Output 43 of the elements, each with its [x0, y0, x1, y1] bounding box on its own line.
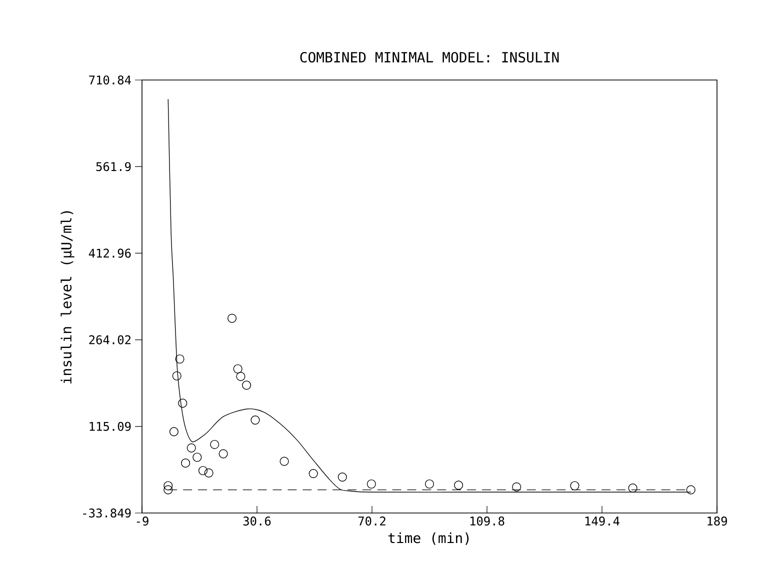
point	[236, 372, 246, 381]
point	[628, 484, 638, 493]
point	[338, 472, 347, 482]
point	[366, 479, 376, 489]
point	[233, 364, 242, 374]
point	[512, 482, 522, 492]
point	[164, 485, 173, 494]
y-axis-title: insulin level (μU/ml)	[60, 211, 74, 384]
point	[250, 416, 260, 425]
x-tick-label: 70.2	[358, 516, 386, 526]
y-tick-label: 115.09	[90, 422, 131, 431]
x-tick-label: -9	[136, 516, 148, 526]
y-tick-label: 412.96	[88, 248, 131, 258]
point	[308, 469, 318, 478]
point	[198, 466, 208, 476]
point	[454, 480, 464, 490]
y-tick-label: 264.02	[89, 335, 130, 344]
point	[218, 449, 228, 458]
y-tick-label: 710.84	[89, 75, 131, 85]
point	[242, 380, 252, 390]
point	[204, 468, 214, 478]
y-tick-label: 561.9	[96, 162, 131, 172]
x-tick-label: 30.6	[243, 516, 271, 526]
point	[186, 443, 196, 452]
point	[280, 456, 289, 466]
point	[164, 481, 173, 490]
point	[175, 354, 184, 364]
point	[686, 485, 696, 494]
x-tick-label: 109.8	[470, 516, 504, 526]
chart-title: COMBINED MINIMAL MODEL: INSULIN	[300, 52, 559, 63]
point	[424, 479, 434, 489]
point	[178, 398, 188, 408]
point	[181, 458, 190, 468]
point	[210, 440, 220, 450]
point	[570, 481, 580, 490]
point	[227, 314, 237, 323]
y-tick-label: -33.849	[83, 508, 131, 518]
point	[192, 452, 202, 462]
point	[172, 371, 182, 380]
point	[169, 427, 178, 436]
x-axis-title: time (min)	[388, 532, 469, 545]
x-tick-label: 189	[708, 516, 727, 526]
x-tick-label: 149.4	[585, 516, 620, 526]
